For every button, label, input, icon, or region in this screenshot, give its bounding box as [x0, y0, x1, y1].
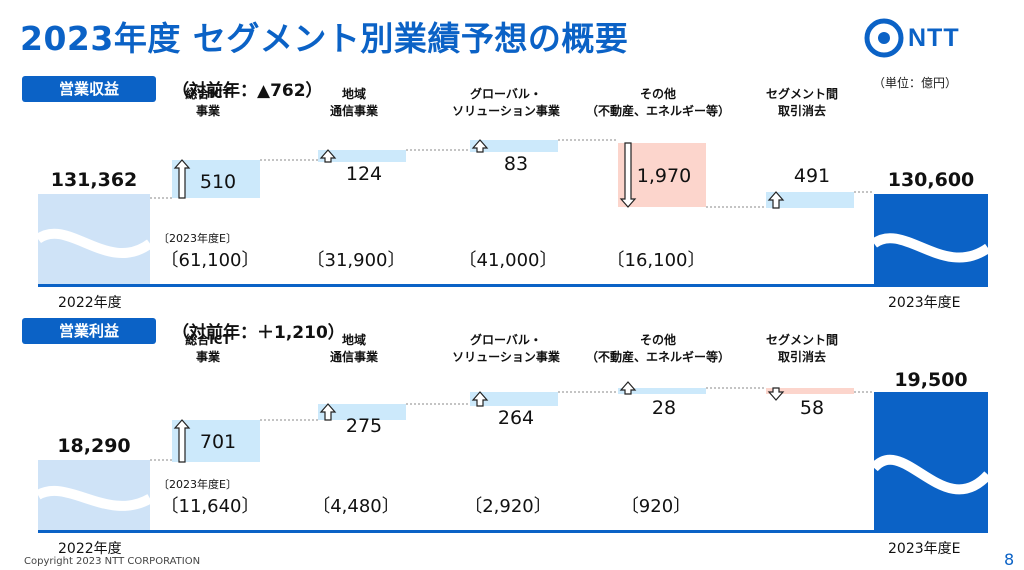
increase-bar: [470, 392, 558, 406]
arrow-up-icon: [319, 149, 337, 163]
step-forecast-label: 〔4,480〕: [312, 496, 400, 517]
increase-bar: [766, 192, 854, 208]
step-forecast-label: 〔920〕: [621, 496, 691, 517]
arrow-down-icon: [619, 142, 637, 208]
unit-note: （単位：億円）: [873, 76, 958, 90]
decrease-bar: [618, 143, 706, 207]
step-forecast-label: 〔61,100〕: [161, 250, 260, 271]
revenue-waterfall-chart: 131,362 130,600 〔2023年度E〕 総合ICT 事業 510 〔61,100…: [35, 86, 991, 284]
step-value-label: 58: [800, 397, 824, 419]
forecast-note: 〔2023年度E〕: [158, 231, 237, 245]
revenue-badge: 営業収益: [22, 76, 156, 102]
increase-bar: [318, 404, 406, 420]
start-value-label: 18,290: [57, 435, 130, 457]
step-value-label: 124: [346, 163, 382, 185]
step-value-label: 701: [200, 431, 236, 453]
logo-text: NTT: [908, 24, 960, 52]
arrow-up-icon: [471, 391, 489, 407]
revenue-end-label: 2023年度E: [888, 295, 961, 311]
increase-bar: [470, 140, 558, 152]
arrow-up-icon: [319, 403, 337, 421]
profit-delta: （対前年：＋1,210）: [172, 323, 345, 343]
step-category-label: 地域: [342, 332, 366, 347]
profit-badge: 営業利益: [22, 318, 156, 344]
step-category-label: その他: [640, 86, 676, 101]
page-title: 2023年度 セグメント別業績予想の概要: [20, 19, 629, 58]
step-value-label: 1,970: [637, 165, 691, 187]
step-category-label: セグメント間: [766, 86, 838, 101]
step-category-label: グローバル・: [470, 332, 542, 347]
arrow-up-icon: [173, 159, 191, 199]
revenue-section: 営業収益 （対前年：▲762） 131,362 130,600 〔2023年度E〕 総…: [22, 76, 991, 311]
step-category-label: 事業: [196, 349, 221, 364]
arrow-up-icon: [767, 191, 785, 209]
step-forecast-label: 〔31,900〕: [307, 250, 406, 271]
step-forecast-label: 〔16,100〕: [607, 250, 706, 271]
arrow-up-icon: [471, 139, 489, 153]
step-value-label: 28: [652, 397, 676, 419]
end-value-label: 19,500: [894, 369, 967, 391]
step-category-label: 総合ICT: [185, 86, 231, 101]
profit-baseline: [38, 530, 988, 533]
step-category-label: ソリューション事業: [452, 349, 561, 364]
step-forecast-label: 〔11,640〕: [161, 496, 260, 517]
start-bar: [38, 194, 150, 284]
step-value-label: 491: [794, 165, 830, 187]
revenue-delta: （対前年：▲762）: [172, 81, 323, 101]
step-category-label: セグメント間: [766, 332, 838, 347]
end-value-label: 130,600: [888, 169, 975, 191]
page-number: 8: [1004, 550, 1015, 569]
revenue-start-label: 2022年度: [58, 295, 122, 311]
step-category-label: 事業: [196, 103, 221, 118]
profit-end-label: 2023年度E: [888, 541, 961, 557]
step-value-label: 83: [504, 153, 528, 175]
step-value-label: 275: [346, 415, 382, 437]
arrow-down-icon: [767, 387, 785, 401]
step-category-label: 通信事業: [330, 349, 379, 364]
increase-bar: [318, 150, 406, 162]
end-bar-wave: [871, 233, 991, 263]
step-category-label: 取引消去: [778, 103, 826, 118]
copyright: Copyright 2023 NTT CORPORATION: [24, 556, 201, 567]
profit-start-label: 2022年度: [58, 541, 122, 557]
step-category-label: グローバル・: [470, 86, 542, 101]
step-value-label: 264: [498, 407, 534, 429]
step-forecast-label: 〔41,000〕: [459, 250, 558, 271]
decrease-bar: [766, 388, 854, 394]
arrow-up-icon: [173, 419, 191, 463]
step-forecast-label: 〔2,920〕: [464, 496, 552, 517]
start-bar-wave: [35, 228, 153, 259]
step-category-label: 総合ICT: [185, 332, 231, 347]
step-category-label: 地域: [342, 86, 366, 101]
increase-bar: [618, 388, 706, 394]
step-category-label: 取引消去: [778, 349, 826, 364]
start-bar-wave: [35, 485, 153, 511]
start-value-label: 131,362: [51, 169, 138, 191]
step-value-label: 510: [200, 171, 236, 193]
step-category-label: 通信事業: [330, 103, 379, 118]
ntt-logo-icon: [864, 18, 904, 58]
revenue-baseline: [38, 284, 988, 287]
step-category-label: （不動産、エネルギー等）: [586, 349, 730, 364]
step-category-label: （不動産、エネルギー等）: [586, 103, 730, 118]
step-category-label: ソリューション事業: [452, 103, 561, 118]
end-bar-wave: [870, 455, 992, 495]
forecast-note: 〔2023年度E〕: [158, 477, 237, 491]
step-category-label: その他: [640, 332, 676, 347]
arrow-up-icon: [619, 381, 637, 395]
